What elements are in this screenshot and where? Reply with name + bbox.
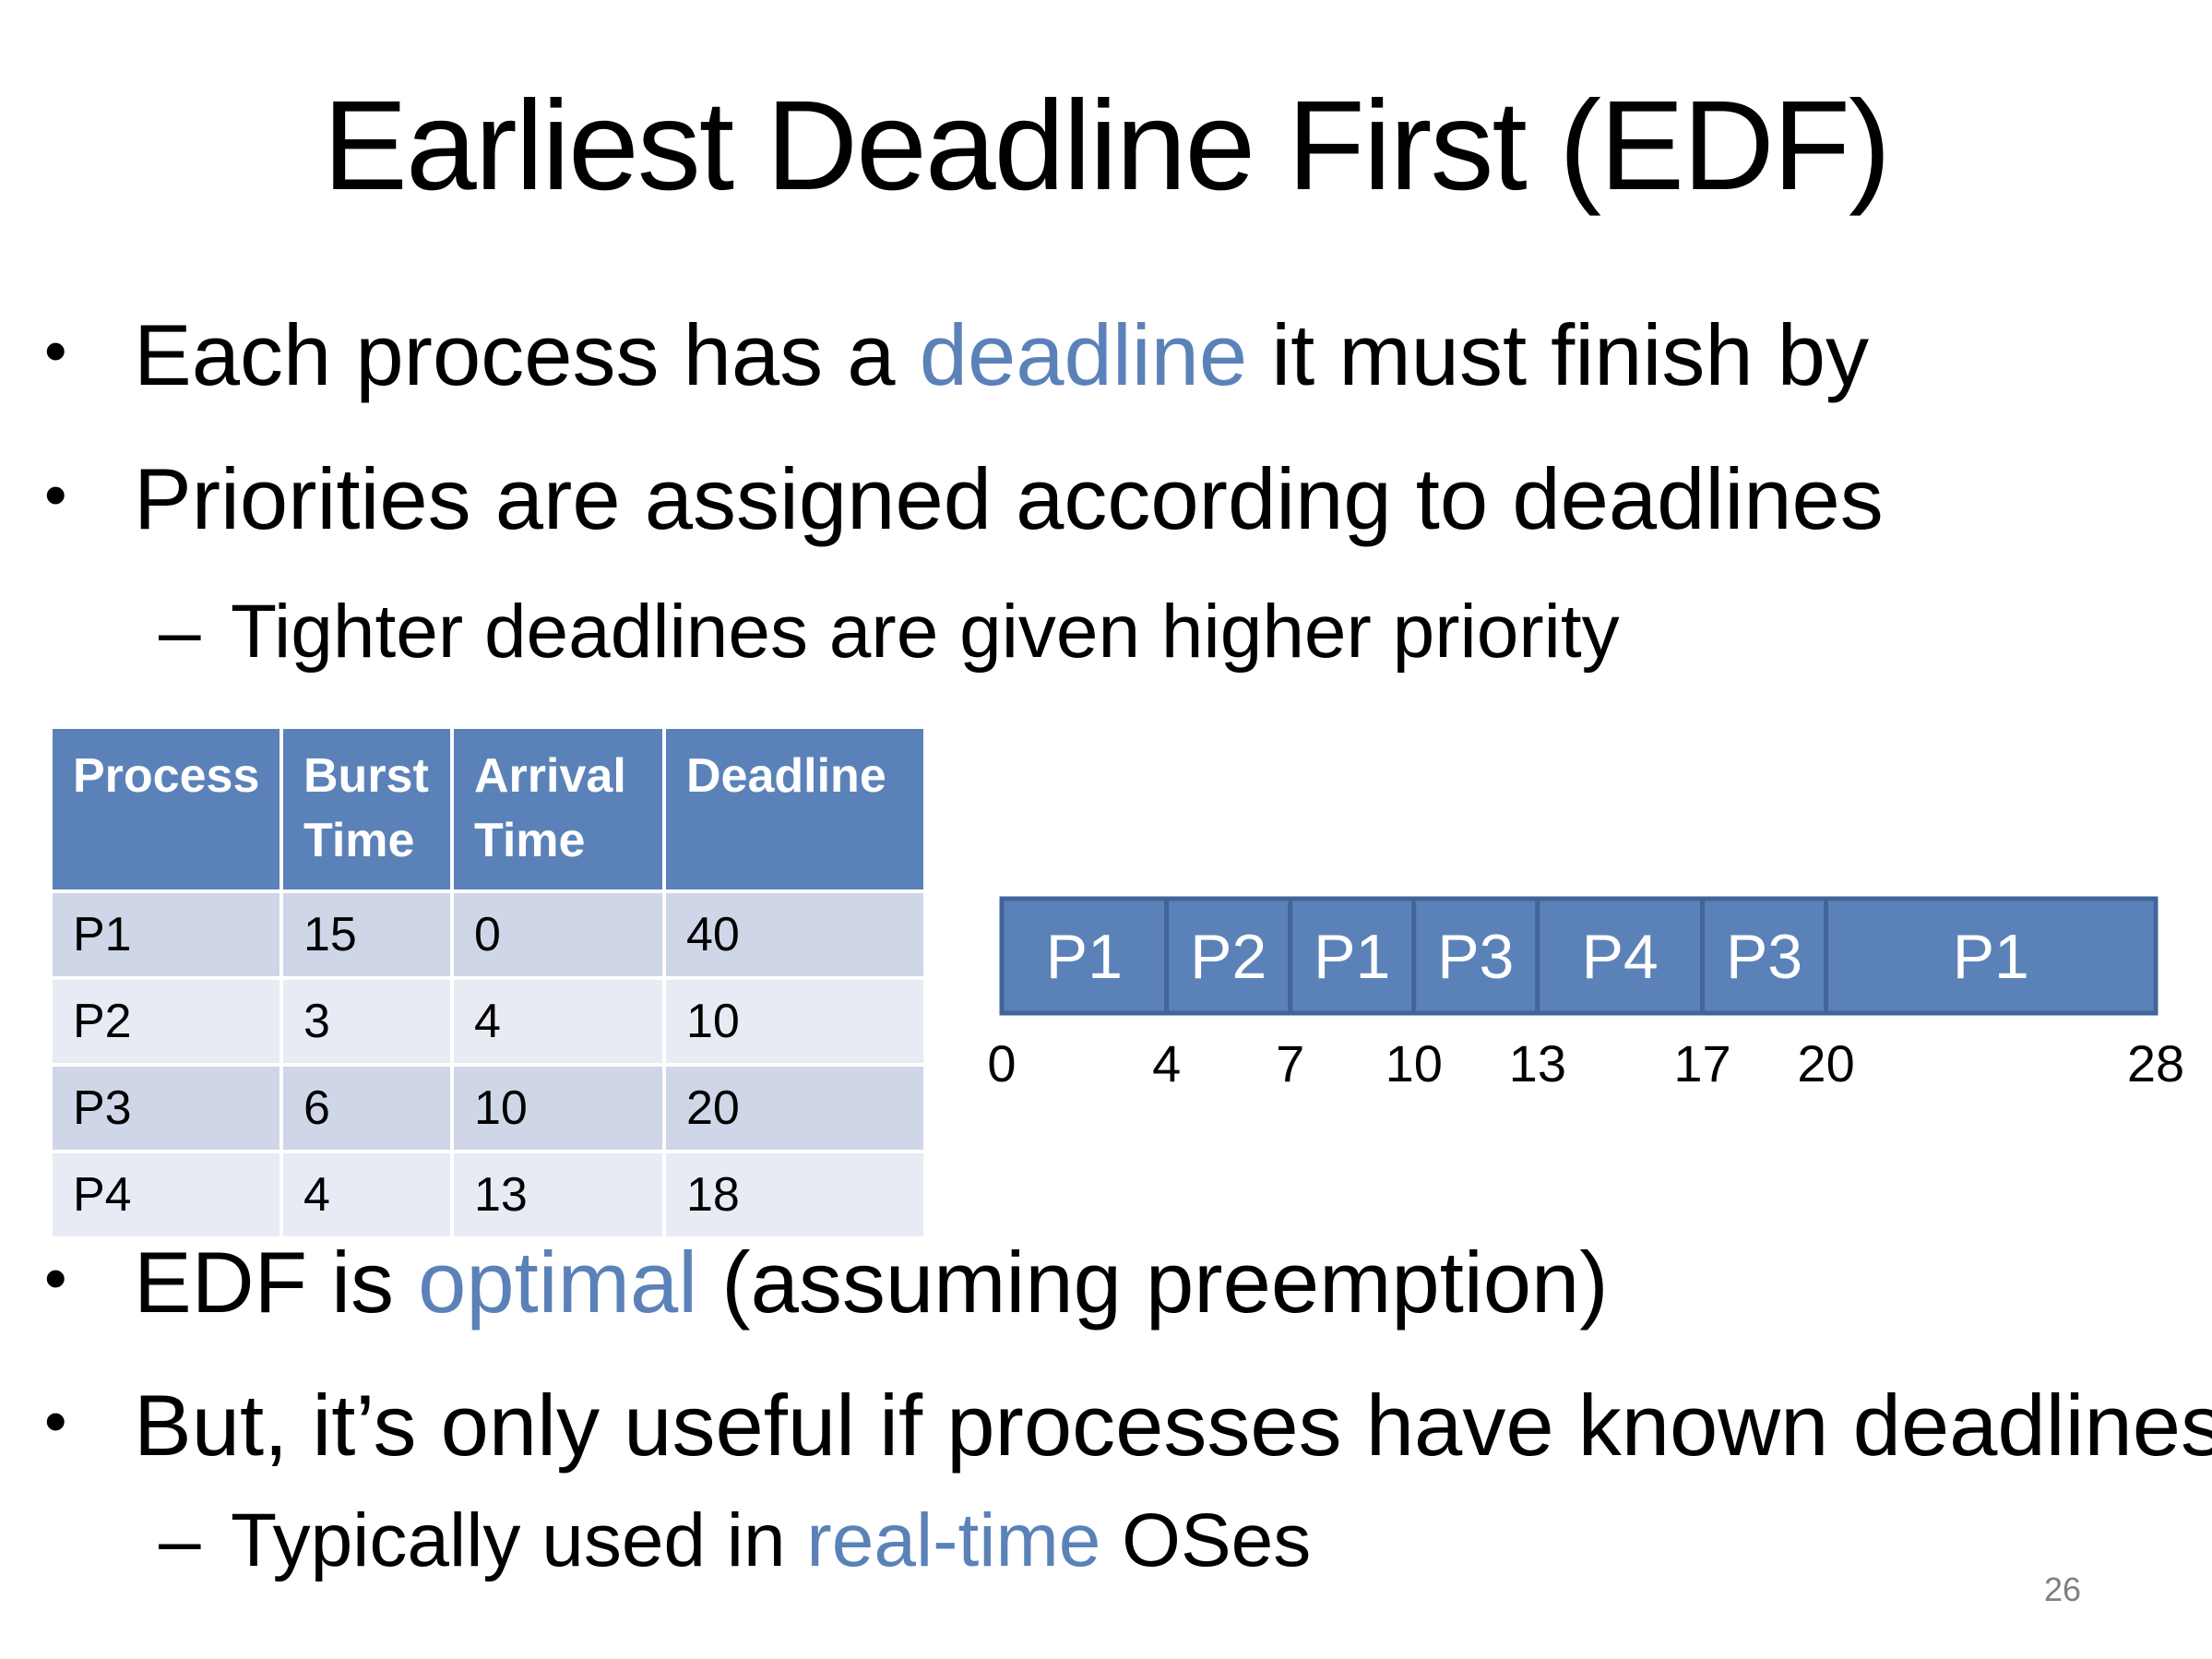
gantt-tick-label: 13 xyxy=(1509,1034,1566,1092)
page-number: 26 xyxy=(2044,1570,2082,1608)
table-row: P3 6 10 20 xyxy=(49,1063,927,1153)
gantt-segment-p3 xyxy=(1700,896,1829,1016)
sub-bullet-dash: – xyxy=(159,590,201,674)
table-row: P2 3 4 10 xyxy=(49,976,927,1067)
bullet-deadline: Each process has a deadline it must fini… xyxy=(134,304,1869,406)
sub-bullet-dash: – xyxy=(159,1498,201,1582)
table-cell: P2 xyxy=(49,976,283,1067)
bullet-marker: • xyxy=(44,315,67,387)
header-arrival-time: Arrival Time xyxy=(450,725,666,893)
bullet-text: OSes xyxy=(1100,1498,1312,1582)
gantt-segment-p2 xyxy=(1164,896,1293,1016)
gantt-segment-label: P4 xyxy=(1582,922,1659,992)
gantt-segment-label: P2 xyxy=(1190,922,1267,992)
gantt-segment-label: P3 xyxy=(1437,922,1514,992)
gantt-segment-label: P1 xyxy=(1046,922,1123,992)
gantt-segment-label: P1 xyxy=(1953,922,2029,992)
table-cell: 4 xyxy=(450,976,666,1067)
gantt-tick-label: 28 xyxy=(2127,1034,2184,1092)
bullet-known-deadlines: But, it’s only useful if processes have … xyxy=(134,1377,2212,1474)
table-cell: 3 xyxy=(279,976,454,1067)
accent-term-optimal: optimal xyxy=(418,1234,698,1331)
table-cell: 10 xyxy=(662,976,927,1067)
table-cell: 6 xyxy=(279,1063,454,1153)
bullet-text: Each process has a xyxy=(134,306,920,403)
accent-term-deadline: deadline xyxy=(919,306,1248,403)
table-row: P1 15 0 40 xyxy=(49,889,927,980)
sub-bullet-tighter: Tighter deadlines are given higher prior… xyxy=(231,590,1620,674)
gantt-tick-label: 17 xyxy=(1673,1034,1730,1092)
gantt-tick-label: 20 xyxy=(1797,1034,1854,1092)
bullet-marker: • xyxy=(44,1385,67,1457)
gantt-tick-label: 7 xyxy=(1276,1034,1304,1092)
header-process: Process xyxy=(49,725,283,893)
slide-title: Earliest Deadline First (EDF) xyxy=(322,75,1891,217)
bullet-text: EDF is xyxy=(134,1234,419,1331)
gantt-tick-label: 10 xyxy=(1385,1034,1443,1092)
gantt-segment-p4 xyxy=(1535,896,1706,1016)
bullet-text: (assuming preemption) xyxy=(697,1234,1609,1331)
table-cell: 0 xyxy=(450,889,666,980)
table-cell: 15 xyxy=(279,889,454,980)
table-cell: 4 xyxy=(279,1150,454,1240)
table-cell: P4 xyxy=(49,1150,283,1240)
header-deadline: Deadline xyxy=(662,725,927,893)
table-cell: 10 xyxy=(450,1063,666,1153)
table-cell: 40 xyxy=(662,889,927,980)
gantt-segment-p1 xyxy=(1824,896,2158,1016)
gantt-tick-label: 0 xyxy=(987,1034,1016,1092)
table-row: P4 4 13 18 xyxy=(49,1150,927,1240)
bullet-marker: • xyxy=(44,1242,67,1314)
gantt-segment-label: P3 xyxy=(1726,922,1802,992)
table-cell: P3 xyxy=(49,1063,283,1153)
table-cell: 18 xyxy=(662,1150,927,1240)
gantt-tick-label: 4 xyxy=(1152,1034,1181,1092)
accent-term-real-time: real-time xyxy=(806,1498,1101,1582)
bullet-marker: • xyxy=(44,459,67,531)
gantt-segment-p1 xyxy=(1288,896,1417,1016)
table-cell: P1 xyxy=(49,889,283,980)
table-cell: 20 xyxy=(662,1063,927,1153)
gantt-segment-p1 xyxy=(999,896,1170,1016)
bullet-text: it must finish by xyxy=(1247,306,1870,403)
bullet-priorities: Priorities are assigned according to dea… xyxy=(134,450,1884,547)
bullet-optimal: EDF is optimal (assuming preemption) xyxy=(134,1232,1609,1333)
sub-bullet-realtime: Typically used in real-time OSes xyxy=(231,1497,1311,1585)
gantt-segment-label: P1 xyxy=(1314,922,1390,992)
header-burst-time: Burst Time xyxy=(279,725,454,893)
process-table: Process Burst Time Arrival Time Deadline P… xyxy=(49,725,927,1240)
bullet-text: Typically used in xyxy=(231,1498,807,1582)
gantt-segment-p3 xyxy=(1411,896,1540,1016)
table-cell: 13 xyxy=(450,1150,666,1240)
table-header-row: Process Burst Time Arrival Time Deadline xyxy=(49,725,927,893)
